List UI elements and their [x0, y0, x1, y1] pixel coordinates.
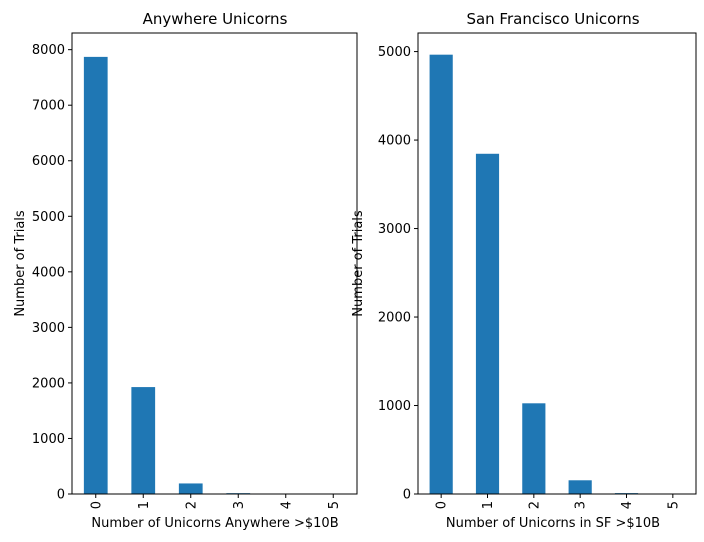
x-tick-label: 4 [620, 501, 635, 509]
x-axis-label: Number of Unicorns in SF >$10B [446, 516, 660, 531]
x-tick-label: 1 [137, 501, 152, 509]
y-tick-label: 4000 [32, 265, 65, 280]
y-axis-label: Number of Trials [351, 210, 366, 317]
y-tick-label: 1000 [378, 399, 411, 414]
y-tick-label: 3000 [378, 222, 411, 237]
chart-2: 0 1000 2000 3000 4000 5000 0 1 2 3 4 5 San Francisco… [351, 10, 697, 531]
y-tick-label: 6000 [32, 154, 65, 169]
plot-frame [71, 32, 358, 495]
y-tick-label: 8000 [32, 43, 65, 58]
bar-1 [131, 387, 156, 494]
x-tick-label: 3 [574, 501, 589, 509]
y-tick-label: 0 [403, 488, 411, 503]
x-tick-label: 0 [89, 501, 104, 509]
y-tick-label: 5000 [378, 45, 411, 60]
plot-frame [417, 32, 697, 495]
bar-2 [522, 403, 546, 494]
bar-2 [178, 483, 203, 494]
y-tick-label: 7000 [32, 99, 65, 114]
chart-1: 0 1000 2000 3000 4000 5000 6000 7000 8000 0 1 2 3 4 5 A… [13, 10, 358, 531]
y-axis-label: Number of Trials [13, 210, 28, 317]
x-tick-label: 5 [327, 501, 342, 509]
x-tick-label: 1 [481, 501, 496, 509]
y-tick-label: 3000 [32, 321, 65, 336]
y-tick-label: 2000 [378, 311, 411, 326]
bar-0 [429, 54, 453, 495]
x-tick-label: 2 [184, 501, 199, 509]
bar-0 [83, 56, 108, 495]
y-tick-label: 2000 [32, 376, 65, 391]
y-tick-label: 0 [57, 488, 65, 503]
x-tick-label: 2 [527, 501, 542, 509]
x-axis-label: Number of Unicorns Anywhere >$10B [91, 516, 338, 531]
y-tick-label: 4000 [378, 134, 411, 149]
x-tick-label: 5 [666, 501, 681, 509]
chart-title: Anywhere Unicorns [143, 10, 288, 28]
y-tick-label: 5000 [32, 210, 65, 225]
chart-title: San Francisco Unicorns [466, 10, 639, 28]
x-tick-label: 0 [435, 501, 450, 509]
bar-1 [475, 153, 500, 495]
x-tick-label: 4 [279, 501, 294, 509]
y-tick-label: 1000 [32, 432, 65, 447]
bar-3 [568, 480, 592, 494]
x-tick-label: 3 [232, 501, 247, 509]
